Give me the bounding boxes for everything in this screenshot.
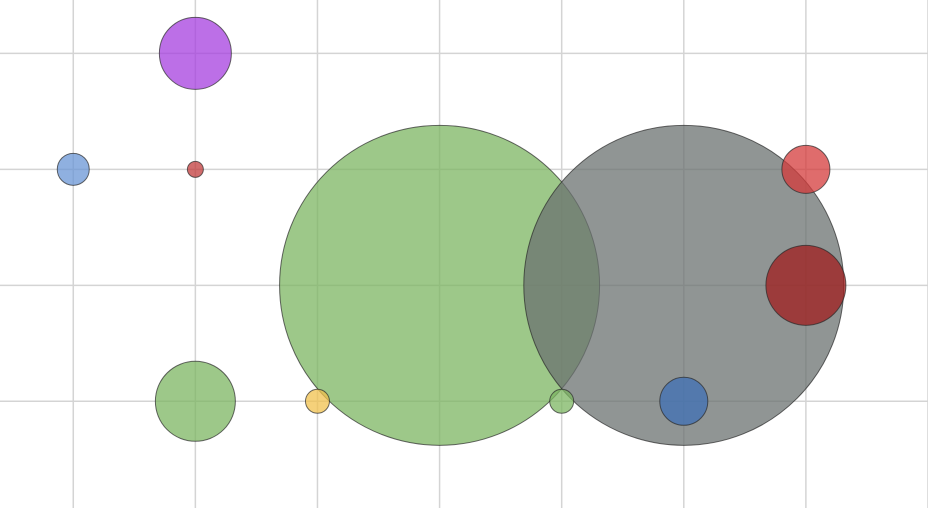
bubble bbox=[304, 388, 330, 414]
bubble bbox=[154, 360, 236, 442]
bubble bbox=[186, 160, 204, 178]
bubble bbox=[158, 16, 232, 90]
bubble bbox=[56, 152, 90, 186]
bubble bbox=[549, 388, 575, 414]
bubble bbox=[659, 376, 709, 426]
bubble bbox=[765, 244, 847, 326]
bubble bbox=[781, 144, 831, 194]
